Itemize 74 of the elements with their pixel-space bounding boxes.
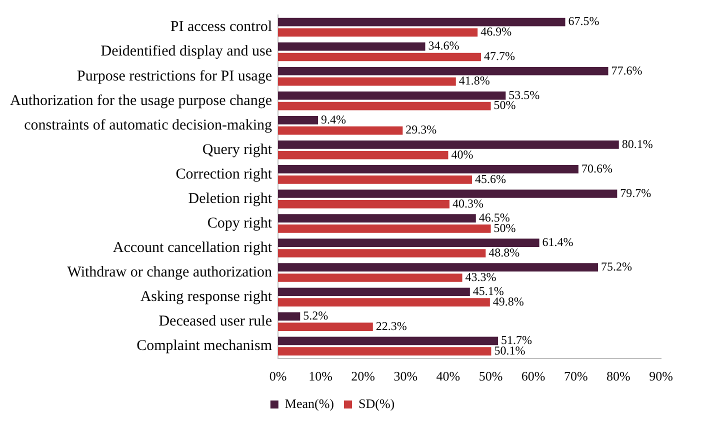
x-tick-label: 50% bbox=[478, 368, 503, 384]
bar bbox=[278, 322, 373, 331]
y-tick-label: Copy right bbox=[207, 215, 273, 232]
bar bbox=[278, 102, 491, 110]
bar bbox=[278, 274, 462, 282]
bar bbox=[278, 312, 300, 321]
x-tick-label: 0% bbox=[269, 368, 287, 384]
x-tick-label: 60% bbox=[521, 368, 546, 384]
data-label: 29.3% bbox=[406, 122, 437, 137]
data-label: 43.3% bbox=[465, 270, 496, 284]
y-tick-label: constraints of automatic decision-making bbox=[24, 117, 272, 134]
data-label: 61.4% bbox=[542, 234, 574, 249]
bar bbox=[278, 116, 318, 124]
data-label: 46.9% bbox=[480, 24, 512, 39]
data-label: 75.2% bbox=[601, 259, 632, 274]
data-label: 9.4% bbox=[320, 112, 346, 126]
data-label: 70.6% bbox=[581, 161, 612, 176]
bar bbox=[278, 347, 492, 356]
bar bbox=[278, 140, 619, 149]
y-tick-label: Purpose restrictions for PI usage bbox=[77, 68, 272, 84]
legend-label: SD(%) bbox=[358, 396, 395, 411]
bar bbox=[278, 336, 498, 346]
bar bbox=[278, 249, 486, 258]
bar bbox=[278, 150, 448, 160]
legend-label: Mean(%) bbox=[284, 396, 334, 411]
data-label: 40% bbox=[451, 147, 474, 162]
y-tick-label: Deletion right bbox=[188, 190, 273, 207]
x-tick-label: 10% bbox=[308, 368, 333, 384]
y-tick-label: Authorization for the usage purpose change bbox=[10, 92, 272, 109]
bar bbox=[278, 263, 598, 272]
x-tick-label: 70% bbox=[564, 368, 588, 384]
x-tick-label: 80% bbox=[606, 368, 631, 384]
bar bbox=[278, 165, 578, 174]
bar bbox=[278, 200, 450, 208]
data-label: 41.8% bbox=[458, 74, 490, 88]
bar bbox=[278, 214, 476, 222]
x-tick-label: 40% bbox=[436, 368, 460, 384]
bar bbox=[278, 66, 608, 76]
data-label: 34.6% bbox=[428, 38, 460, 53]
y-tick-label: PI access control bbox=[170, 19, 272, 36]
bar bbox=[278, 77, 456, 86]
data-label: 47.7% bbox=[484, 49, 515, 64]
data-label: 77.6% bbox=[611, 63, 642, 78]
bar bbox=[278, 298, 490, 306]
data-label: 67.5% bbox=[568, 14, 600, 28]
bar bbox=[278, 175, 472, 184]
data-label: 48.8% bbox=[488, 245, 520, 260]
x-tick-label: 30% bbox=[394, 368, 418, 384]
y-tick-label: Account cancellation right bbox=[112, 240, 273, 256]
x-tick-label: 20% bbox=[351, 368, 376, 384]
y-tick-label: Deceased user rule bbox=[158, 314, 272, 330]
data-label: 40.3% bbox=[452, 196, 484, 210]
bar bbox=[278, 126, 403, 135]
y-tick-label: Complaint mechanism bbox=[136, 338, 272, 354]
bar bbox=[278, 28, 478, 37]
data-label: 79.7% bbox=[620, 186, 652, 200]
bar bbox=[278, 18, 566, 26]
y-tick-label: Deidentified display and use bbox=[100, 44, 272, 60]
data-label: 5.2% bbox=[303, 308, 328, 323]
y-tick-label: Asking response right bbox=[140, 289, 273, 306]
y-tick-label: Correction right bbox=[176, 166, 273, 182]
bar bbox=[278, 288, 470, 296]
bar bbox=[278, 52, 481, 62]
data-label: 22.3% bbox=[376, 318, 407, 333]
bar bbox=[278, 238, 540, 247]
y-tick-label: Withdraw or change authorization bbox=[67, 264, 272, 280]
data-label: 45.6% bbox=[475, 172, 506, 186]
bar bbox=[278, 190, 618, 198]
y-tick-label: Query right bbox=[202, 142, 273, 158]
data-label: 80.1% bbox=[622, 136, 653, 151]
bar bbox=[278, 42, 426, 51]
x-tick-label: 90% bbox=[649, 368, 674, 384]
bar bbox=[278, 91, 506, 100]
bar bbox=[278, 224, 491, 233]
